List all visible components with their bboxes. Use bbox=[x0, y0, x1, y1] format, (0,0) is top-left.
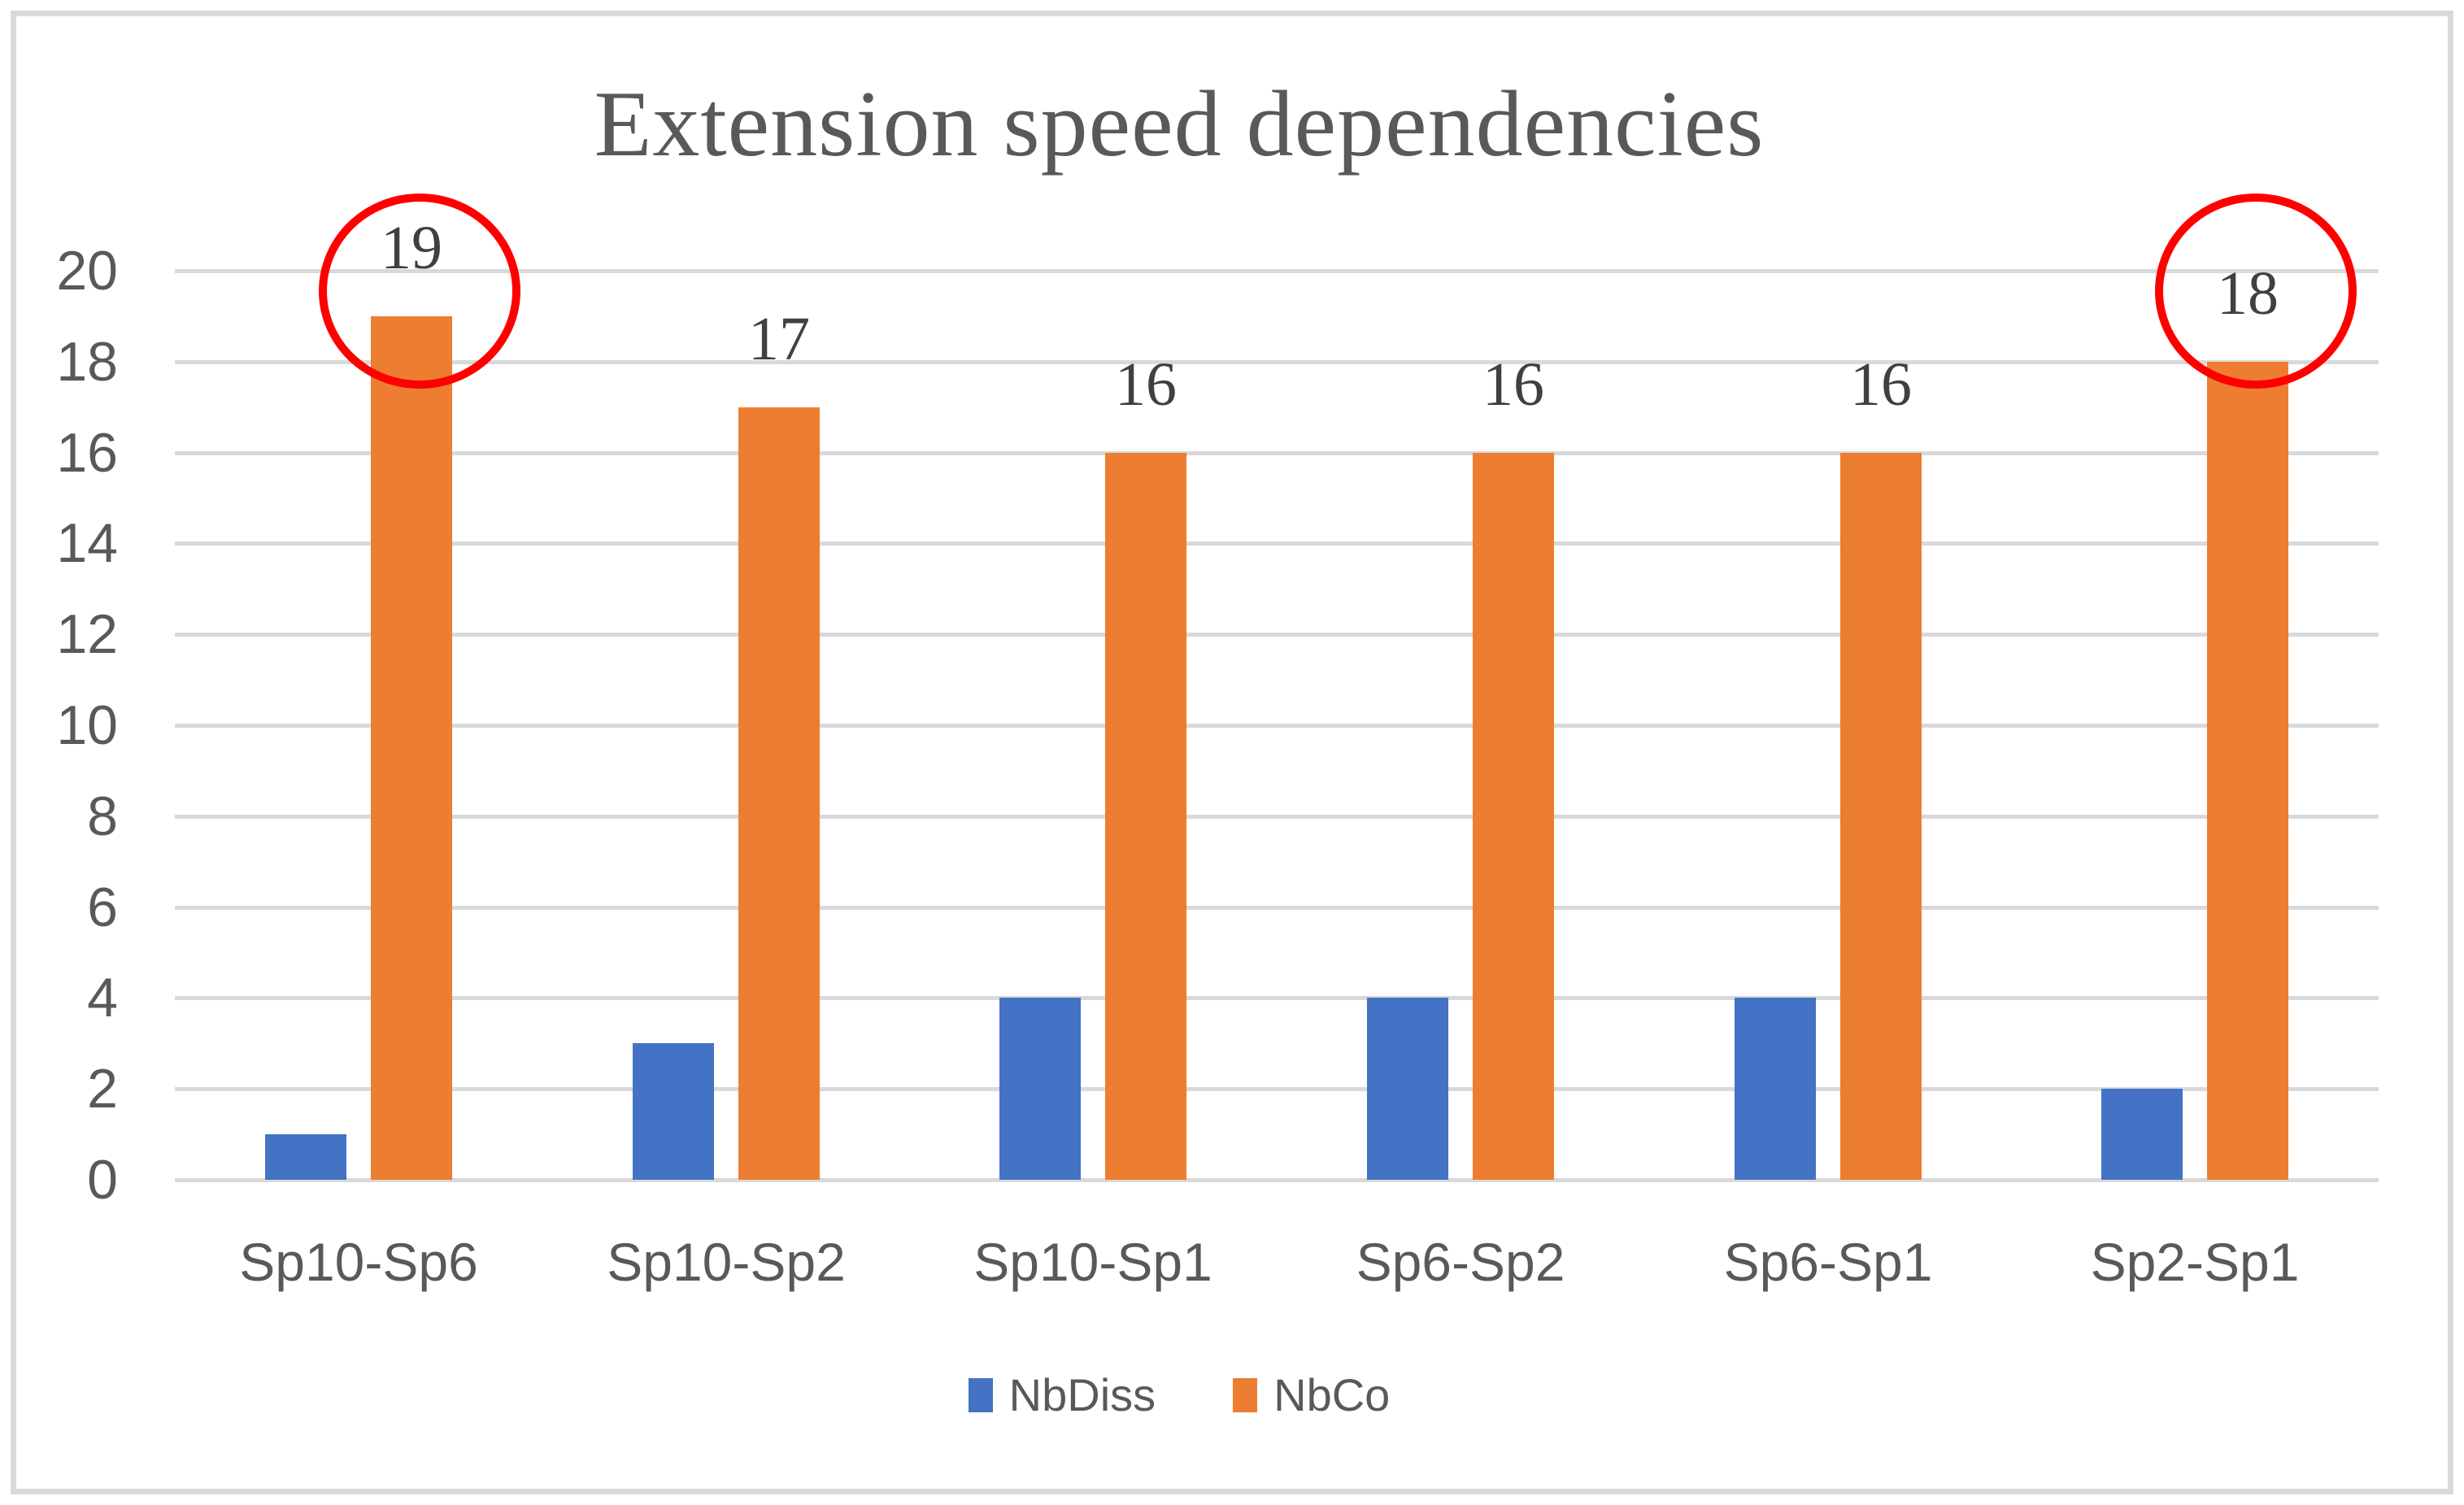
bar-nbco bbox=[1105, 453, 1186, 1180]
annotation-circle bbox=[2155, 194, 2357, 389]
y-tick-label: 16 bbox=[56, 422, 118, 484]
legend-item-nbco: NbCo bbox=[1233, 1371, 1390, 1420]
y-tick-label: 4 bbox=[87, 967, 118, 1029]
bar-nbdiss bbox=[999, 998, 1081, 1180]
y-tick-label: 14 bbox=[56, 512, 118, 574]
x-axis-line bbox=[175, 1178, 2379, 1182]
gridline bbox=[175, 1087, 2379, 1091]
x-category-label: Sp6-Sp2 bbox=[1356, 1232, 1565, 1292]
bar-nbco bbox=[2207, 362, 2288, 1180]
chart-title: Extension speed dependencies bbox=[594, 72, 1765, 176]
y-tick-label: 18 bbox=[56, 331, 118, 393]
gridline bbox=[175, 633, 2379, 637]
legend-swatch-nbco-icon bbox=[1233, 1378, 1258, 1412]
x-category-label: Sp6-Sp1 bbox=[1723, 1232, 1933, 1292]
bar-nbdiss bbox=[2101, 1089, 2183, 1180]
legend-swatch-nbdiss-icon bbox=[968, 1378, 993, 1412]
bar-nbdiss bbox=[265, 1134, 346, 1180]
y-tick-label: 8 bbox=[87, 785, 118, 847]
bar-nbdiss bbox=[1367, 998, 1448, 1180]
x-category-label: Sp10-Sp1 bbox=[973, 1232, 1212, 1292]
legend-item-nbdiss: NbDiss bbox=[968, 1369, 1156, 1420]
legend-label-nbdiss: NbDiss bbox=[1008, 1369, 1156, 1420]
bar-nbdiss bbox=[633, 1043, 714, 1180]
gridline bbox=[175, 724, 2379, 728]
bar-nbco bbox=[1840, 453, 1922, 1180]
bar-nbdiss bbox=[1735, 998, 1816, 1180]
gridline bbox=[175, 542, 2379, 546]
y-tick-label: 12 bbox=[56, 603, 118, 665]
gridline bbox=[175, 996, 2379, 1000]
bar-nbco bbox=[738, 407, 820, 1180]
data-label: 16 bbox=[1115, 350, 1177, 419]
y-tick-label: 6 bbox=[87, 876, 118, 938]
gridline bbox=[175, 815, 2379, 819]
y-tick-label: 2 bbox=[87, 1058, 118, 1120]
data-label: 17 bbox=[748, 305, 810, 373]
y-tick-label: 10 bbox=[56, 694, 118, 756]
gridline bbox=[175, 906, 2379, 910]
y-tick-label: 0 bbox=[87, 1149, 118, 1211]
gridline bbox=[175, 360, 2379, 364]
legend-label-nbco: NbCo bbox=[1273, 1369, 1391, 1420]
data-label: 16 bbox=[1482, 350, 1544, 419]
x-category-label: Sp10-Sp6 bbox=[239, 1232, 478, 1292]
data-label: 16 bbox=[1850, 350, 1912, 419]
legend: NbDiss NbCo bbox=[0, 1371, 2411, 1420]
annotation-circle bbox=[319, 194, 520, 389]
bar-nbco bbox=[371, 316, 452, 1180]
x-category-label: Sp10-Sp2 bbox=[607, 1232, 846, 1292]
y-tick-label: 20 bbox=[56, 240, 118, 302]
gridline bbox=[175, 269, 2379, 273]
gridline bbox=[175, 451, 2379, 455]
bar-nbco bbox=[1473, 453, 1554, 1180]
x-category-label: Sp2-Sp1 bbox=[2090, 1232, 2300, 1292]
